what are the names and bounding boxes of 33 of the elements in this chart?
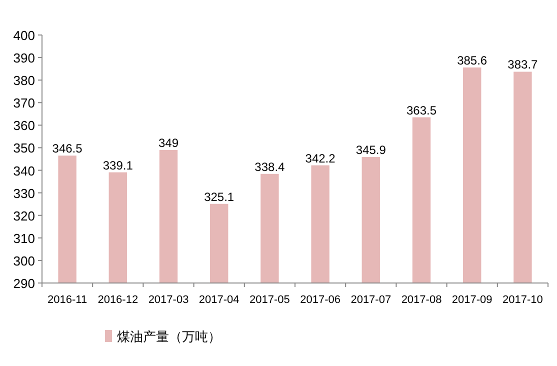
x-tick-label: 2017-04	[198, 294, 240, 306]
x-tick-label: 2017-09	[452, 294, 492, 306]
x-tick-label: 2016-11	[48, 294, 88, 306]
x-tick-label: 2017-03	[148, 294, 189, 306]
x-tick-label: 2017-08	[401, 294, 442, 306]
data-label: 349	[158, 136, 179, 150]
data-label: 345.9	[356, 142, 386, 157]
data-label: 339.1	[102, 158, 134, 172]
y-tick-label: 360	[13, 118, 35, 134]
x-tick-label: 2017-05	[250, 294, 290, 306]
y-tick-label: 310	[13, 230, 35, 246]
data-label: 385.6	[457, 53, 488, 68]
y-tick-label: 390	[13, 50, 35, 66]
data-label: 338.4	[254, 160, 286, 174]
x-tick-label: 2017-07	[350, 294, 392, 306]
y-tick-label: 350	[13, 140, 35, 156]
y-tick-label: 380	[13, 73, 35, 88]
data-label: 342.2	[305, 151, 336, 166]
y-tick-label: 370	[13, 96, 35, 111]
legend-label: 煤油产量（万吨）	[117, 329, 221, 344]
x-tick-label: 2017-10	[502, 294, 543, 306]
y-tick-label: 290	[13, 276, 35, 291]
y-tick-label: 340	[13, 163, 35, 178]
data-label: 325.1	[204, 190, 234, 204]
data-label: 383.7	[508, 58, 538, 72]
y-tick-label: 300	[13, 253, 35, 268]
data-label: 346.5	[52, 142, 83, 156]
y-tick-label: 330	[13, 186, 35, 201]
y-tick-label: 400	[13, 28, 35, 43]
y-tick-label: 320	[13, 208, 35, 224]
x-tick-label: 2017-06	[300, 294, 340, 306]
x-tick-label: 2016-12	[98, 294, 138, 306]
data-label: 363.5	[406, 103, 437, 118]
